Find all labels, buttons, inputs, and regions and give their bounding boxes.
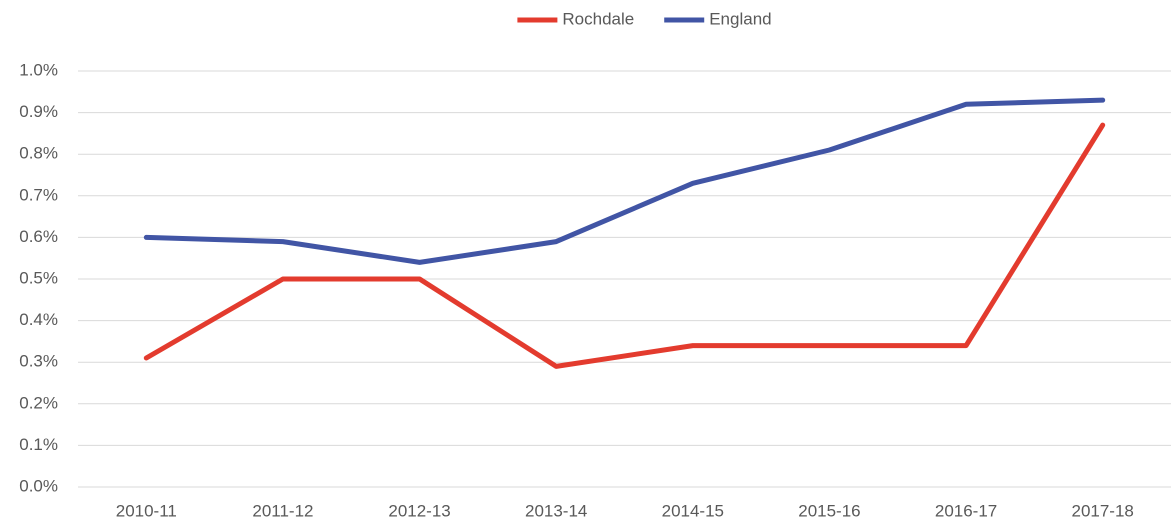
x-tick-label: 2012-13 [388, 501, 450, 520]
y-tick-label: 0.2% [19, 393, 58, 412]
series-line [143, 97, 1106, 265]
series-line [143, 122, 1106, 369]
x-tick-label: 2011-12 [252, 501, 313, 520]
y-tick-label: 0.4% [19, 310, 58, 329]
x-tick-label: 2013-14 [525, 501, 587, 520]
y-tick-label: 0.3% [19, 352, 58, 371]
legend-label: Rochdale [562, 9, 634, 28]
x-tick-label: 2015-16 [798, 501, 860, 520]
x-tick-label: 2010-11 [116, 501, 177, 520]
x-tick-label: 2016-17 [935, 501, 997, 520]
y-tick-label: 0.9% [19, 102, 58, 121]
legend-label: England [709, 9, 771, 28]
y-tick-label: 0.8% [19, 144, 58, 163]
y-tick-label: 0.5% [19, 268, 58, 287]
y-tick-label: 0.7% [19, 185, 58, 204]
y-tick-label: 0.1% [19, 435, 58, 454]
y-tick-label: 1.0% [19, 60, 58, 79]
x-tick-label: 2014-15 [662, 501, 724, 520]
y-tick-label: 0.6% [19, 227, 58, 246]
x-tick-label: 2017-18 [1071, 501, 1133, 520]
y-tick-label: 0.0% [19, 476, 58, 495]
